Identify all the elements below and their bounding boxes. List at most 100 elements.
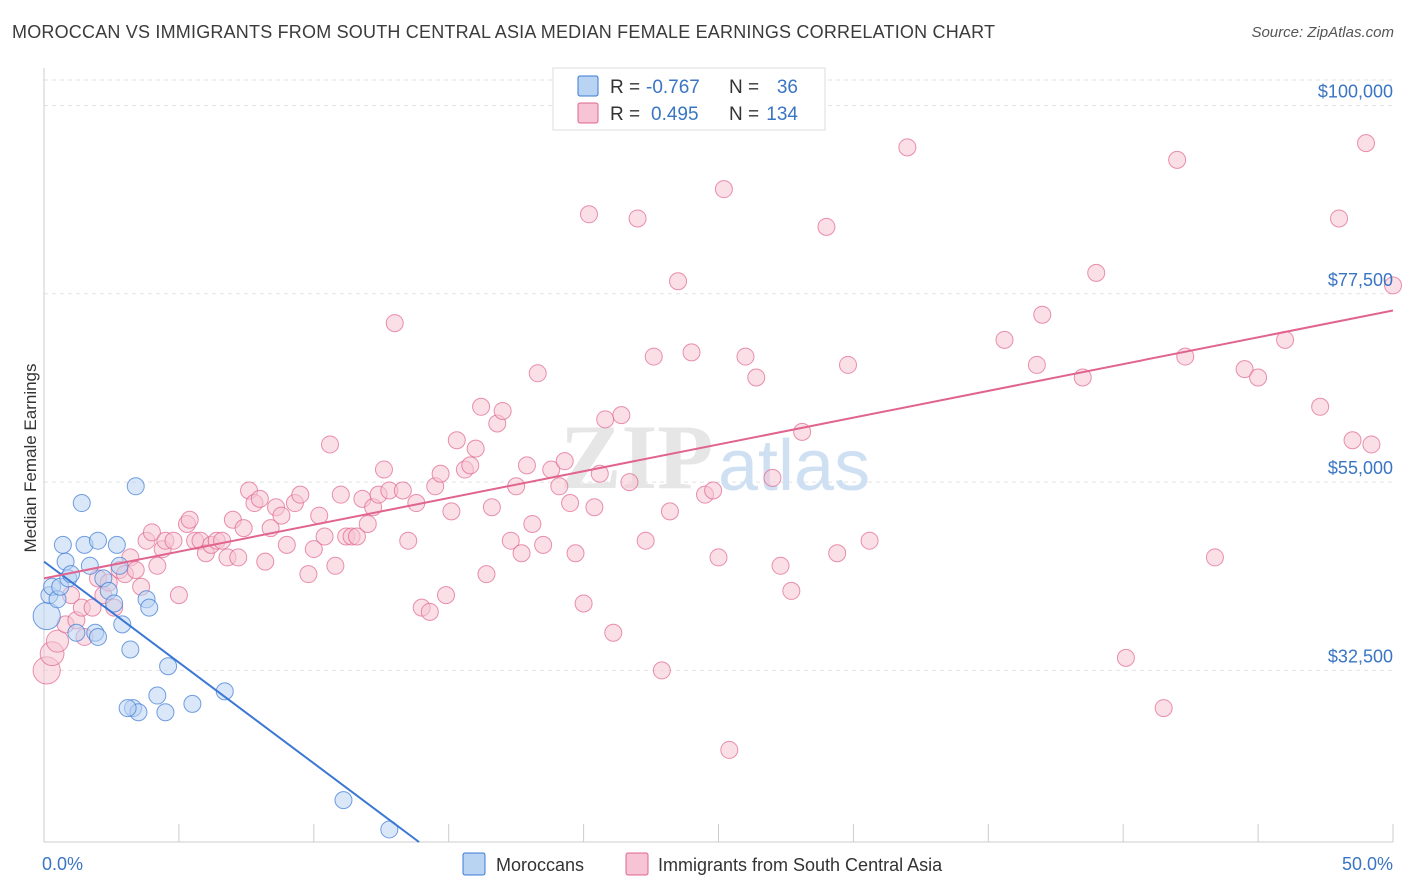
south-central-asia-point-115 xyxy=(747,368,766,387)
south-central-asia-point-113 xyxy=(720,740,739,759)
south-central-asia-point-52 xyxy=(326,556,345,575)
south-central-asia-point-143 xyxy=(1311,397,1330,416)
south-central-asia-point-73 xyxy=(447,431,466,450)
legend-n-value-blue: 36 xyxy=(777,77,798,98)
watermark-atlas: atlas xyxy=(718,426,870,506)
south-central-asia-point-134 xyxy=(1205,548,1224,567)
south-central-asia-point-68 xyxy=(420,602,439,621)
south-central-asia-point-138 xyxy=(1330,209,1349,228)
south-central-asia-point-56 xyxy=(347,527,366,546)
south-central-asia-point-48 xyxy=(304,540,323,559)
chart-title: MOROCCAN VS IMMIGRANTS FROM SOUTH CENTRA… xyxy=(12,22,996,42)
south-central-asia-point-36 xyxy=(234,519,253,538)
south-central-asia-point-53 xyxy=(331,485,350,504)
legend-n-label-pink: N = xyxy=(729,104,759,125)
legend-swatch-pink xyxy=(577,102,599,124)
south-central-asia-point-135 xyxy=(1235,360,1254,379)
south-central-asia-point-47 xyxy=(299,565,318,584)
legend-r-label-pink: R = xyxy=(610,104,640,125)
south-central-asia-point-50 xyxy=(315,527,334,546)
south-central-asia-point-103 xyxy=(636,531,655,550)
south-central-asia-point-84 xyxy=(512,544,531,563)
south-central-asia-point-110 xyxy=(704,481,723,500)
south-central-asia-point-130 xyxy=(1116,648,1135,667)
south-central-asia-point-75 xyxy=(461,456,480,475)
x-tick-label-min: 0.0% xyxy=(42,854,83,874)
bottom-legend-moroccans: Moroccans xyxy=(496,855,584,875)
south-central-asia-point-19 xyxy=(142,523,161,542)
south-central-asia-point-101 xyxy=(620,473,639,492)
south-central-asia-point-64 xyxy=(393,481,412,500)
y-tick-label-2: $77,500 xyxy=(1328,270,1393,290)
y-tick-label-0: $32,500 xyxy=(1328,646,1393,666)
south-central-asia-point-106 xyxy=(660,502,679,521)
south-central-asia-point-132 xyxy=(1168,150,1187,169)
south-central-asia-point-122 xyxy=(839,355,858,374)
south-central-asia-point-78 xyxy=(477,565,496,584)
south-central-asia-point-121 xyxy=(828,544,847,563)
south-central-asia-point-111 xyxy=(709,548,728,567)
south-central-asia-point-71 xyxy=(437,586,456,605)
south-central-asia-point-129 xyxy=(1087,263,1106,282)
legend-n-value-pink: 134 xyxy=(766,104,798,125)
moroccans-point-23 xyxy=(121,640,140,659)
south-central-asia-point-16 xyxy=(126,560,145,579)
south-central-asia-point-40 xyxy=(256,552,275,571)
legend: R = -0.767 N = 36 R = 0.495 N = 134 xyxy=(552,67,826,131)
south-central-asia-point-26 xyxy=(180,510,199,529)
y-tick-label-1: $55,000 xyxy=(1328,458,1393,478)
south-central-asia-point-32 xyxy=(213,531,232,550)
south-central-asia-point-91 xyxy=(555,452,574,471)
moroccans-trend-line xyxy=(43,560,420,843)
moroccans-point-28 xyxy=(156,703,175,722)
y-tick-labels: $32,500 $55,000 $77,500 $100,000 xyxy=(1318,81,1393,666)
south-central-asia-point-123 xyxy=(860,531,879,550)
south-central-asia-point-82 xyxy=(501,531,520,550)
legend-swatch-blue xyxy=(577,75,599,97)
trend-lines xyxy=(43,309,1394,843)
south-central-asia-point-93 xyxy=(566,544,585,563)
south-central-asia-point-77 xyxy=(472,397,491,416)
south-central-asia-point-81 xyxy=(493,401,512,420)
south-central-asia-point-141 xyxy=(1362,435,1381,454)
moroccans-point-16 xyxy=(105,594,124,613)
south-central-asia-point-24 xyxy=(169,586,188,605)
south-central-asia-point-99 xyxy=(604,623,623,642)
moroccans-point-17 xyxy=(110,556,129,575)
south-central-asia-point-51 xyxy=(320,435,339,454)
moroccans-point-5 xyxy=(53,535,72,554)
moroccans-point-30 xyxy=(183,694,202,713)
south-central-asia-point-140 xyxy=(1343,431,1362,450)
legend-r-label-blue: R = xyxy=(610,77,640,98)
moroccans-point-32 xyxy=(88,627,107,646)
watermark-zip: ZIP xyxy=(560,406,713,508)
moroccans-point-8 xyxy=(67,623,86,642)
moroccans-point-13 xyxy=(88,531,107,550)
south-central-asia-point-136 xyxy=(1249,368,1268,387)
south-central-asia-point-114 xyxy=(736,347,755,366)
south-central-asia-point-131 xyxy=(1154,699,1173,718)
south-central-asia-point-79 xyxy=(482,498,501,517)
south-central-asia-point-35 xyxy=(229,548,248,567)
moroccans-point-19 xyxy=(107,535,126,554)
moroccans-point-22 xyxy=(118,699,137,718)
south-central-asia-point-65 xyxy=(399,531,418,550)
south-central-asia-point-63 xyxy=(385,314,404,333)
south-central-asia-point-58 xyxy=(358,514,377,533)
south-central-asia-point-23 xyxy=(164,531,183,550)
south-central-asia-point-92 xyxy=(561,494,580,513)
moroccans-point-27 xyxy=(148,686,167,705)
south-central-asia-trend-line xyxy=(43,309,1394,580)
south-central-asia-point-124 xyxy=(898,138,917,157)
south-central-asia-point-85 xyxy=(517,456,536,475)
bottom-legend-swatch-moroccans xyxy=(462,852,486,876)
south-central-asia-point-76 xyxy=(466,439,485,458)
south-central-asia-point-98 xyxy=(596,410,615,429)
south-central-asia-point-46 xyxy=(291,485,310,504)
source-label: Source: ZipAtlas.com xyxy=(1251,24,1394,41)
moroccans-point-24 xyxy=(126,477,145,496)
south-central-asia-point-139 xyxy=(1357,134,1376,153)
axes xyxy=(43,68,1394,843)
south-central-asia-point-87 xyxy=(528,364,547,383)
moroccans-point-29 xyxy=(159,657,178,676)
